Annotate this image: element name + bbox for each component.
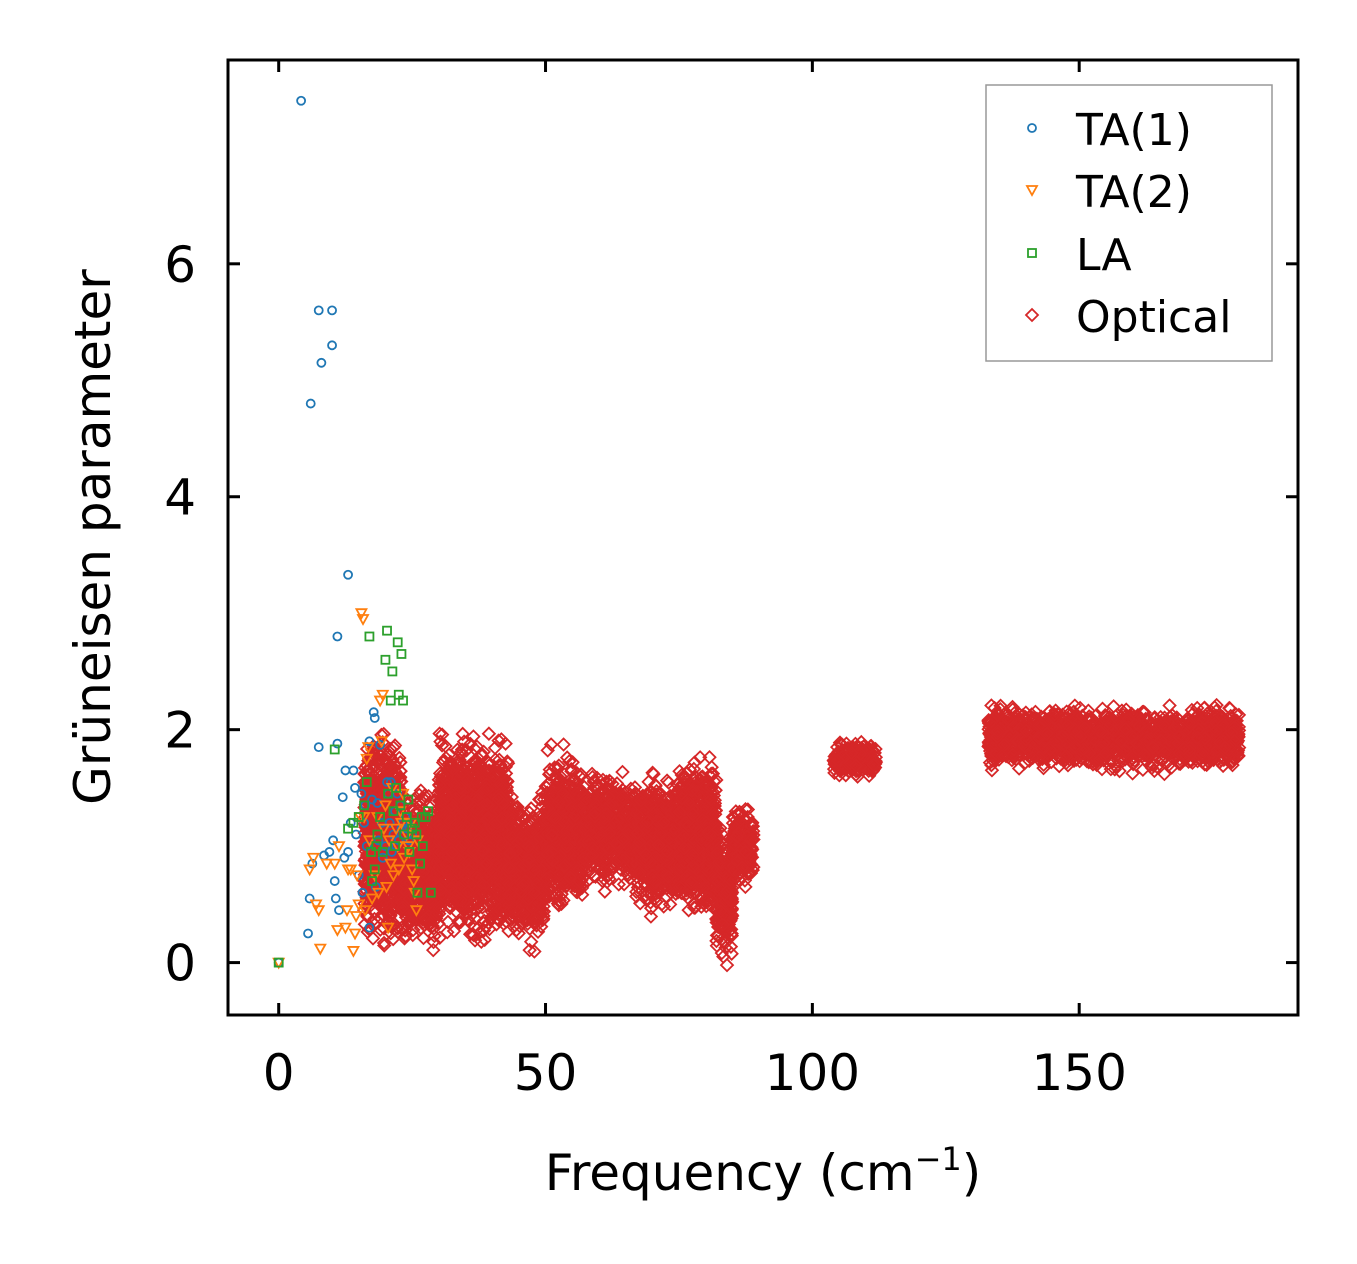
data-point — [417, 788, 432, 803]
data-point — [379, 896, 394, 911]
data-point — [364, 869, 379, 885]
data-point — [416, 930, 431, 946]
data-point — [422, 915, 438, 931]
data-point — [376, 938, 392, 953]
data-point — [397, 929, 413, 944]
data-point — [359, 786, 375, 802]
data-point — [615, 764, 630, 780]
data-point — [407, 904, 422, 919]
data-point — [597, 884, 613, 899]
data-point — [395, 900, 410, 915]
data-point — [556, 737, 571, 752]
data-point — [400, 865, 416, 881]
data-point — [397, 876, 412, 892]
data-point — [392, 750, 407, 766]
data-point — [409, 856, 424, 872]
data-point — [425, 942, 441, 958]
data-point — [369, 853, 385, 869]
data-point — [417, 917, 432, 933]
data-point — [474, 934, 489, 949]
data-point — [359, 757, 374, 773]
data-point — [362, 846, 378, 862]
data-point — [424, 873, 439, 889]
data-point — [376, 726, 392, 742]
data-point — [377, 737, 393, 753]
data-point — [421, 788, 436, 804]
data-point — [403, 915, 418, 930]
data-point — [370, 744, 386, 760]
data-points — [272, 95, 1247, 973]
data-point — [481, 726, 497, 741]
series-optical — [356, 697, 1247, 973]
data-point — [365, 931, 381, 946]
data-point — [362, 777, 378, 793]
data-point — [386, 740, 401, 755]
data-point — [363, 921, 378, 937]
data-point — [426, 934, 441, 950]
data-point — [367, 905, 383, 921]
